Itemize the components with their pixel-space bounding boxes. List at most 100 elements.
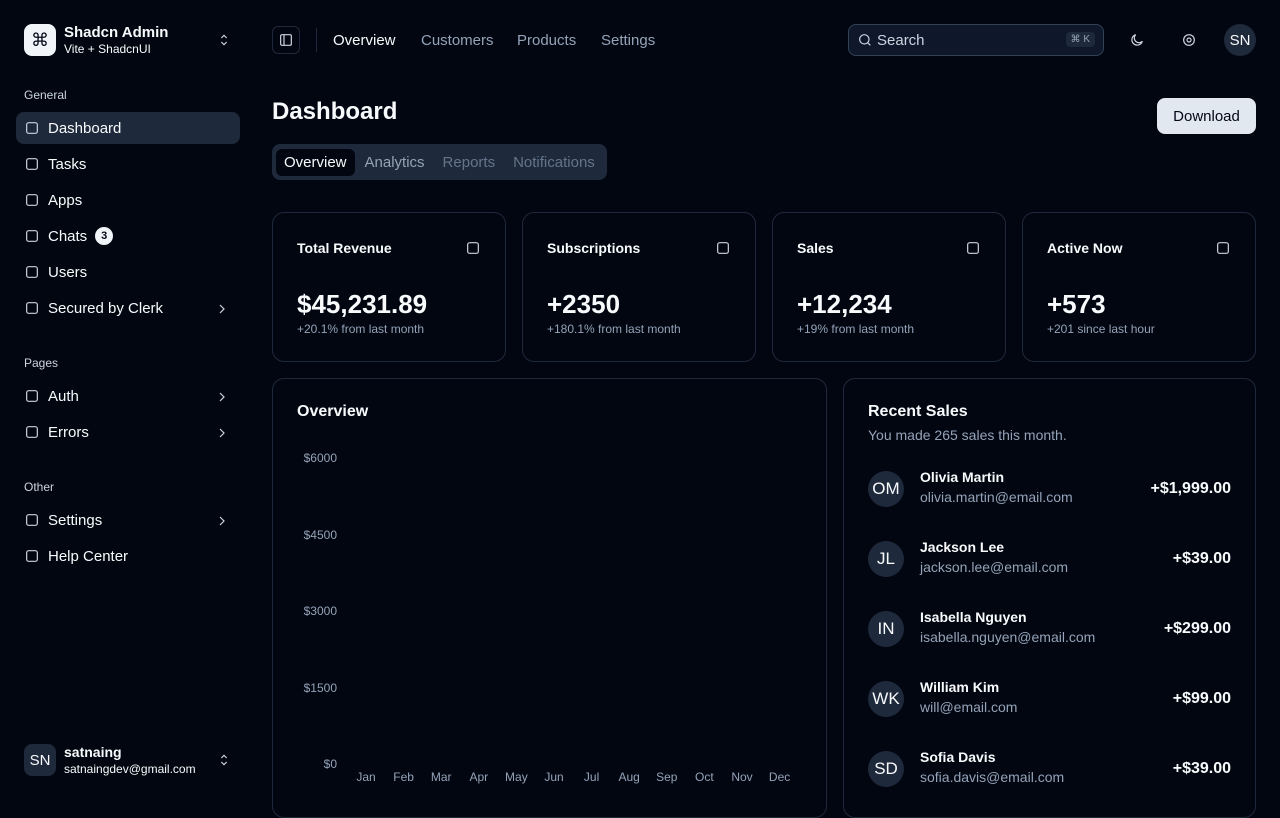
- team-logo: ⌘: [24, 24, 56, 56]
- search-shortcut: ⌘ K: [1065, 32, 1095, 47]
- team-switch[interactable]: [216, 32, 232, 53]
- sale-email: isabella.nguyen@email.com: [920, 629, 1096, 645]
- y-tick-label: $1500: [303, 680, 337, 695]
- card-icon: [465, 240, 481, 261]
- nav-item[interactable]: Help Center: [16, 540, 240, 572]
- sidebar-toggle[interactable]: [272, 26, 300, 54]
- recent-sales-title: Recent Sales: [868, 403, 968, 420]
- sidebar: ⌘ Shadcn Admin Vite + ShadcnUI General Dashb…: [0, 0, 256, 800]
- user-menu[interactable]: [216, 752, 232, 773]
- stat-card: Total Revenue $45,231.89 +20.1% from last …: [272, 212, 506, 362]
- tab[interactable]: Notifications: [513, 153, 595, 171]
- sale-email: olivia.martin@email.com: [920, 489, 1073, 505]
- overview-title: Overview: [297, 403, 369, 420]
- sale-email: jackson.lee@email.com: [920, 559, 1069, 575]
- settings-button[interactable]: [1181, 32, 1197, 53]
- nav-label: Chats: [48, 227, 88, 245]
- group-title: Other: [24, 480, 55, 494]
- nav-item[interactable]: Settings: [16, 504, 240, 536]
- x-tick-label: Jun: [544, 770, 564, 784]
- nav-label: Users: [48, 263, 88, 281]
- card-value: +573: [1047, 289, 1106, 319]
- chevron: [214, 513, 230, 533]
- y-tick-label: $6000: [303, 451, 337, 465]
- nav-label: Errors: [48, 423, 89, 441]
- top-nav-link[interactable]: Customers: [421, 32, 494, 49]
- nav-label: Help Center: [48, 547, 129, 565]
- nav-item[interactable]: Chats 3: [16, 220, 240, 252]
- download-button[interactable]: Download: [1157, 98, 1256, 134]
- search-box[interactable]: Search ⌘ K: [848, 24, 1104, 56]
- stat-card: Subscriptions +2350 +180.1% from last mont…: [522, 212, 756, 362]
- nav-badge: 3: [95, 227, 114, 245]
- nav-label: Secured by Clerk: [48, 299, 164, 317]
- y-tick-label: $4500: [303, 527, 337, 542]
- page-title: Dashboard: [272, 98, 398, 125]
- card-note: +19% from last month: [797, 322, 915, 336]
- team-plan: Vite + ShadcnUI: [64, 42, 151, 56]
- chevron: [214, 389, 230, 409]
- tab[interactable]: Overview: [276, 148, 355, 176]
- nav-label: Auth: [48, 387, 79, 405]
- nav-item[interactable]: Tasks: [16, 148, 240, 180]
- card-title: Active Now: [1047, 240, 1123, 256]
- card-title: Sales: [797, 240, 834, 256]
- sale-avatar: JL: [868, 541, 904, 577]
- card-value: +2350: [547, 289, 621, 319]
- tabs: Overview Analytics Reports Notifications: [272, 144, 607, 180]
- tab[interactable]: Reports: [442, 153, 496, 171]
- x-tick-label: Aug: [618, 770, 640, 784]
- top-nav-link[interactable]: Settings: [601, 32, 656, 49]
- overview-card: Overview $6000 $4500 $3000 $1500 $0 Jan Feb Mar A…: [272, 378, 827, 818]
- x-tick-label: Mar: [430, 770, 452, 784]
- search-placeholder: Search: [877, 32, 925, 49]
- x-tick-label: Nov: [731, 770, 753, 784]
- top-nav-link[interactable]: Overview: [333, 32, 396, 49]
- recent-sales-card: Recent Sales You made 265 sales this mont…: [843, 378, 1256, 818]
- sale-amount: +$99.00: [1172, 690, 1231, 707]
- group-title: General: [24, 88, 67, 102]
- x-tick-label: Oct: [695, 770, 714, 784]
- nav-label: Apps: [48, 191, 83, 209]
- sale-amount: +$39.00: [1172, 550, 1231, 567]
- nav-item[interactable]: Apps: [16, 184, 240, 216]
- sale-name: Sofia Davis: [920, 749, 996, 765]
- nav-label: Dashboard: [48, 119, 122, 137]
- x-tick-label: May: [505, 770, 528, 784]
- theme-toggle[interactable]: [1129, 32, 1145, 53]
- sale-name: Isabella Nguyen: [920, 609, 1027, 625]
- sale-email: will@email.com: [920, 699, 1018, 715]
- sale-name: Olivia Martin: [920, 469, 1005, 485]
- sale-avatar: SD: [868, 751, 904, 787]
- card-note: +180.1% from last month: [547, 322, 681, 336]
- nav-item[interactable]: Dashboard: [16, 112, 240, 144]
- group-title: Pages: [24, 356, 59, 370]
- sale-amount: +$39.00: [1172, 760, 1231, 777]
- tab[interactable]: Analytics: [364, 153, 425, 171]
- card-icon: [715, 240, 731, 261]
- nav-item[interactable]: Users: [16, 256, 240, 288]
- sale-amount: +$299.00: [1163, 620, 1231, 637]
- nav-item[interactable]: Secured by Clerk: [16, 292, 240, 324]
- stat-card: Active Now +573 +201 since last hour: [1022, 212, 1256, 362]
- profile-avatar[interactable]: SN: [1224, 24, 1256, 56]
- x-tick-label: Feb: [393, 770, 414, 784]
- top-nav-link[interactable]: Products: [517, 32, 577, 49]
- card-title: Subscriptions: [547, 240, 641, 256]
- chevron: [214, 425, 230, 445]
- sale-avatar: WK: [868, 681, 904, 717]
- card-icon: [965, 240, 981, 261]
- recent-sales-subtitle: You made 265 sales this month.: [868, 427, 1067, 443]
- nav-item[interactable]: Auth: [16, 380, 240, 412]
- sale-avatar: IN: [868, 611, 904, 647]
- stat-card: Sales +12,234 +19% from last month: [772, 212, 1006, 362]
- card-value: $45,231.89: [297, 289, 428, 319]
- x-tick-label: Dec: [768, 770, 791, 784]
- y-tick-label: $3000: [303, 604, 337, 618]
- card-value: +12,234: [797, 289, 892, 319]
- user-avatar: SN: [24, 744, 56, 776]
- nav-item[interactable]: Errors: [16, 416, 240, 448]
- chevron: [214, 301, 230, 321]
